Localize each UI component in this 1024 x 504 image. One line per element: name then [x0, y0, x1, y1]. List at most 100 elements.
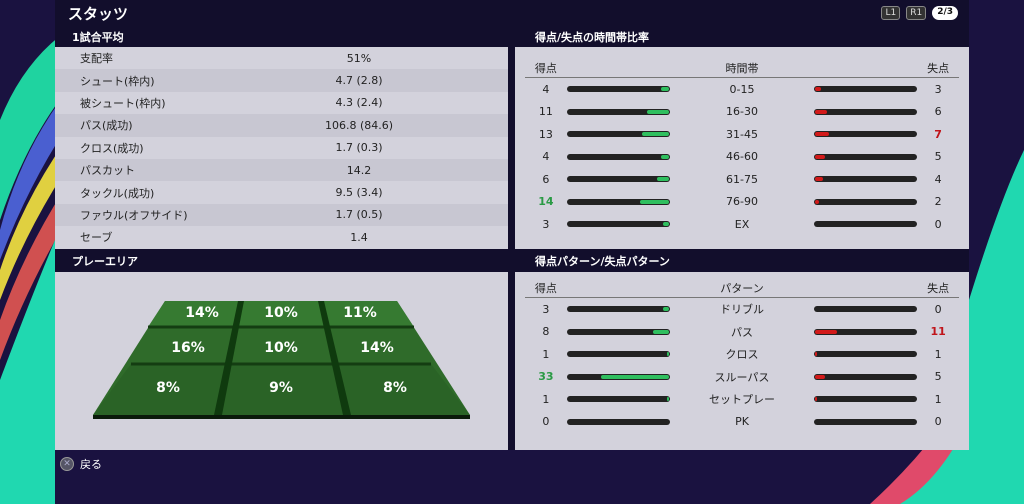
- r1-button[interactable]: R1: [906, 6, 927, 20]
- goals-for-bar: [566, 176, 671, 183]
- row-label: セットプレー: [709, 393, 775, 407]
- goal-row: 3 EX 0: [525, 213, 959, 236]
- goals-against-fill: [814, 397, 817, 402]
- goals-against-fill: [814, 177, 823, 182]
- goal-row: 1 セットプレー 1: [525, 388, 959, 411]
- goals-for: 14: [538, 195, 554, 209]
- play-area-heading: プレーエリア: [72, 255, 138, 268]
- goals-for-bar: [566, 328, 671, 335]
- patterns-table: 得点 パターン 失点 3 ドリブル 0 8 パス 11 1 クロス 1 33 スルー…: [515, 272, 969, 450]
- goal-row: 8 パス 11: [525, 321, 959, 344]
- play-area-cell: 16%: [171, 340, 205, 356]
- col-for: 得点: [534, 62, 557, 75]
- stat-label: ファウル(オフサイド): [80, 208, 188, 222]
- row-label: 46-60: [726, 150, 758, 164]
- row-label: クロス: [725, 348, 759, 362]
- goals-against-fill: [814, 154, 826, 159]
- back-button[interactable]: ✕ 戻る: [60, 456, 102, 472]
- col-time: 時間帯: [725, 62, 759, 75]
- stat-label: 被シュート(枠内): [80, 96, 166, 110]
- play-area-cell: 14%: [360, 340, 394, 356]
- stat-value: 51%: [346, 51, 372, 65]
- goals-for: 11: [538, 105, 553, 119]
- goals-against-bar: [813, 108, 918, 115]
- goal-row: 33 スルーパス 5: [525, 366, 959, 389]
- goals-for-bar: [566, 418, 671, 425]
- goals-for: 4: [542, 150, 550, 164]
- goals-for: 3: [542, 302, 550, 316]
- goals-for-bar: [566, 86, 671, 93]
- goals-for-bar: [566, 198, 671, 205]
- goals-against: 0: [934, 302, 942, 316]
- goals-against: 4: [934, 172, 942, 186]
- patterns-heading: 得点パターン/失点パターン: [535, 255, 670, 268]
- play-area-panel: 14% 10% 11% 16% 10% 14% 8% 9% 8%: [55, 272, 508, 450]
- stat-row: パス(成功) 106.8 (84.6): [55, 114, 508, 137]
- stat-label: セーブ: [80, 231, 113, 245]
- goals-against-bar: [813, 131, 918, 138]
- goals-for: 33: [538, 370, 554, 384]
- goals-against-fill: [814, 109, 828, 114]
- stat-value: 4.7 (2.8): [335, 74, 383, 88]
- goals-against-bar: [813, 328, 918, 335]
- stat-label: シュート(枠内): [80, 74, 155, 88]
- l1-button[interactable]: L1: [881, 6, 901, 20]
- play-area-cell: 10%: [264, 340, 298, 356]
- stat-value: 1.7 (0.5): [335, 208, 383, 222]
- goals-for: 8: [542, 325, 550, 339]
- stat-row: ファウル(オフサイド) 1.7 (0.5): [55, 203, 508, 227]
- row-label: パス: [731, 325, 753, 339]
- goals-against: 11: [930, 325, 946, 339]
- page-indicator: 2/3: [932, 6, 958, 20]
- goals-against-bar: [813, 396, 918, 403]
- stat-value: 1.7 (0.3): [335, 141, 383, 155]
- goals-for: 4: [542, 82, 550, 96]
- goals-against-fill: [814, 352, 817, 357]
- goals-for-fill: [667, 397, 670, 402]
- stat-row: パスカット 14.2: [55, 158, 508, 182]
- goals-against: 5: [934, 150, 942, 164]
- stat-value: 106.8 (84.6): [324, 118, 394, 132]
- back-label: 戻る: [80, 458, 102, 471]
- goals-for-bar: [566, 351, 671, 358]
- goals-for: 13: [538, 127, 553, 141]
- goals-for-fill: [640, 199, 670, 204]
- goals-for-fill: [642, 132, 670, 137]
- play-area-cell: 8%: [156, 380, 180, 396]
- stat-label: パス(成功): [80, 119, 133, 133]
- row-label: PK: [735, 415, 749, 429]
- col-against: 失点: [927, 62, 950, 75]
- row-label: ドリブル: [720, 303, 764, 317]
- goals-against-bar: [813, 198, 918, 205]
- cross-button-icon: ✕: [60, 457, 74, 471]
- goal-row: 14 76-90 2: [525, 191, 959, 214]
- row-label: 0-15: [729, 82, 755, 96]
- goals-against: 1: [934, 347, 942, 361]
- goals-for-fill: [656, 177, 670, 182]
- time-ratio-heading: 得点/失点の時間帯比率: [535, 31, 650, 44]
- goal-row: 0 PK 0: [525, 411, 959, 434]
- goals-against-fill: [814, 199, 819, 204]
- goals-for-fill: [646, 109, 670, 114]
- goals-against-bar: [813, 418, 918, 425]
- goals-for-fill: [667, 352, 670, 357]
- goals-against-fill: [814, 329, 838, 334]
- goals-for-bar: [566, 108, 671, 115]
- goals-against: 6: [934, 105, 942, 119]
- goals-against-bar: [813, 86, 918, 93]
- goals-for-fill: [601, 374, 670, 379]
- stat-row: シュート(枠内) 4.7 (2.8): [55, 69, 508, 92]
- goals-for-bar: [566, 306, 671, 313]
- goals-against-fill: [814, 87, 821, 92]
- row-label: EX: [734, 217, 750, 231]
- goals-for: 6: [542, 172, 550, 186]
- goal-row: 4 46-60 5: [525, 146, 959, 169]
- goals-against-fill: [814, 132, 830, 137]
- goals-for-bar: [566, 153, 671, 160]
- stat-value: 4.3 (2.4): [335, 96, 383, 110]
- goals-for: 1: [542, 392, 550, 406]
- pitch-map: 14% 10% 11% 16% 10% 14% 8% 9% 8%: [93, 301, 470, 419]
- match-avg-table: 支配率 51% シュート(枠内) 4.7 (2.8) 被シュート(枠内) 4.3 (2.4…: [55, 47, 508, 249]
- goals-against-bar: [813, 176, 918, 183]
- row-label: スルーパス: [714, 370, 770, 384]
